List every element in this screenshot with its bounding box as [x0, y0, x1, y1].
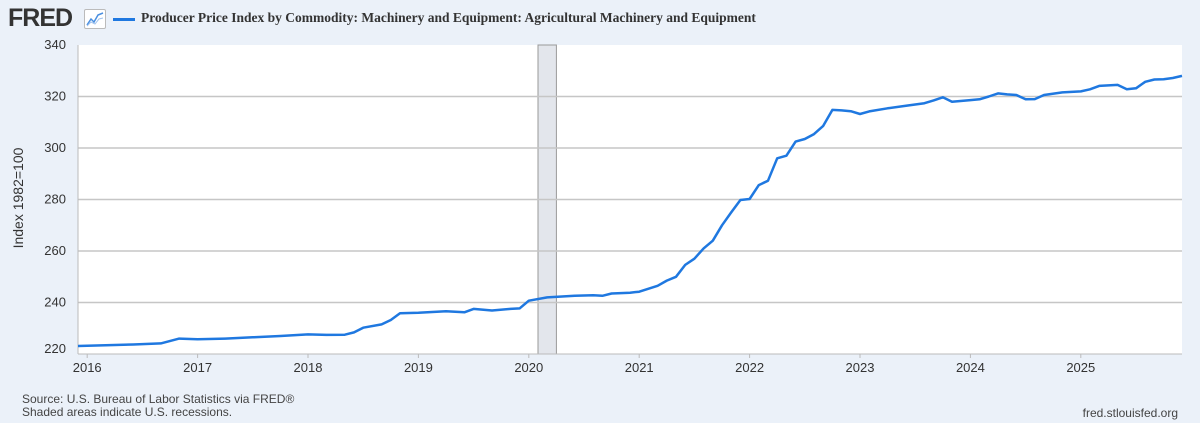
x-tick-label: 2025 [1066, 360, 1095, 375]
chart-title: Producer Price Index by Commodity: Machi… [141, 10, 756, 25]
y-tick-label: 300 [44, 140, 66, 155]
x-tick-label: 2017 [183, 360, 212, 375]
legend-swatch [113, 18, 135, 21]
x-tick-label: 2023 [846, 360, 875, 375]
fred-logo: FRED [8, 4, 73, 32]
x-tick-label: 2021 [625, 360, 654, 375]
x-tick-label: 2022 [735, 360, 764, 375]
series-line [77, 74, 1183, 348]
y-tick-label: 220 [44, 341, 66, 356]
source-text: Source: U.S. Bureau of Labor Statistics … [22, 392, 295, 406]
x-tick-label: 2020 [514, 360, 543, 375]
x-tick-label: 2019 [404, 360, 433, 375]
x-tick-label: 2016 [73, 360, 102, 375]
y-tick-label: 280 [44, 192, 66, 207]
recession-note: Shaded areas indicate U.S. recessions. [22, 405, 233, 419]
y-tick-label: 320 [44, 89, 66, 104]
line-chart-icon [84, 9, 106, 29]
credit-link[interactable]: fred.stlouisfed.org [1082, 406, 1178, 420]
x-tick-label: 2024 [956, 360, 985, 375]
y-tick-label: 340 [44, 37, 66, 52]
y-tick-label: 240 [44, 295, 66, 310]
source-note: Source: U.S. Bureau of Labor Statistics … [22, 393, 294, 419]
y-axis-label: Index 1982=100 [10, 147, 26, 249]
y-tick-label: 260 [44, 243, 66, 258]
x-tick-label: 2018 [294, 360, 323, 375]
